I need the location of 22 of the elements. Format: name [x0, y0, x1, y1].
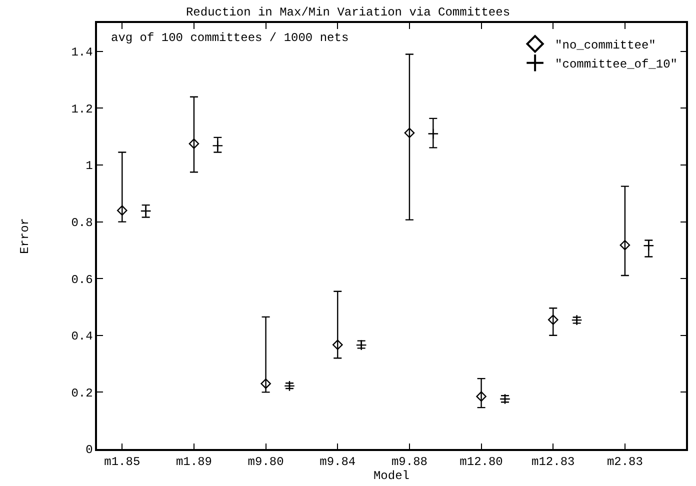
- x-tick-label: m2.83: [606, 455, 643, 470]
- y-tick-label: 1: [86, 159, 93, 174]
- y-axis-title: Error: [18, 218, 32, 254]
- x-tick-label: m12.80: [460, 455, 503, 470]
- annotation: avg of 100 committees / 1000 nets: [111, 31, 349, 45]
- x-tick-label: m9.88: [391, 455, 428, 470]
- y-tick-label: 0.6: [71, 272, 93, 287]
- x-tick-label: m9.80: [248, 455, 284, 470]
- x-tick-label: m1.89: [176, 455, 212, 470]
- y-tick-label: 0.2: [71, 386, 93, 400]
- y-tick-label: 0: [86, 443, 93, 458]
- y-tick-label: 1.2: [71, 102, 93, 116]
- x-tick-label: m12.83: [532, 455, 575, 470]
- x-axis-title: Model: [373, 469, 410, 484]
- y-tick-label: 1.4: [71, 46, 93, 60]
- x-tick-label: m9.84: [320, 455, 356, 470]
- y-tick-label: 0.8: [71, 216, 93, 230]
- x-tick-label: m1.85: [104, 455, 140, 470]
- legend-label: "committee_of_10": [555, 58, 678, 72]
- chart-title: Reduction in Max/Min Variation via Committees: [186, 6, 510, 20]
- legend-label: "no_committee": [555, 38, 656, 53]
- y-tick-label: 0.4: [71, 330, 93, 344]
